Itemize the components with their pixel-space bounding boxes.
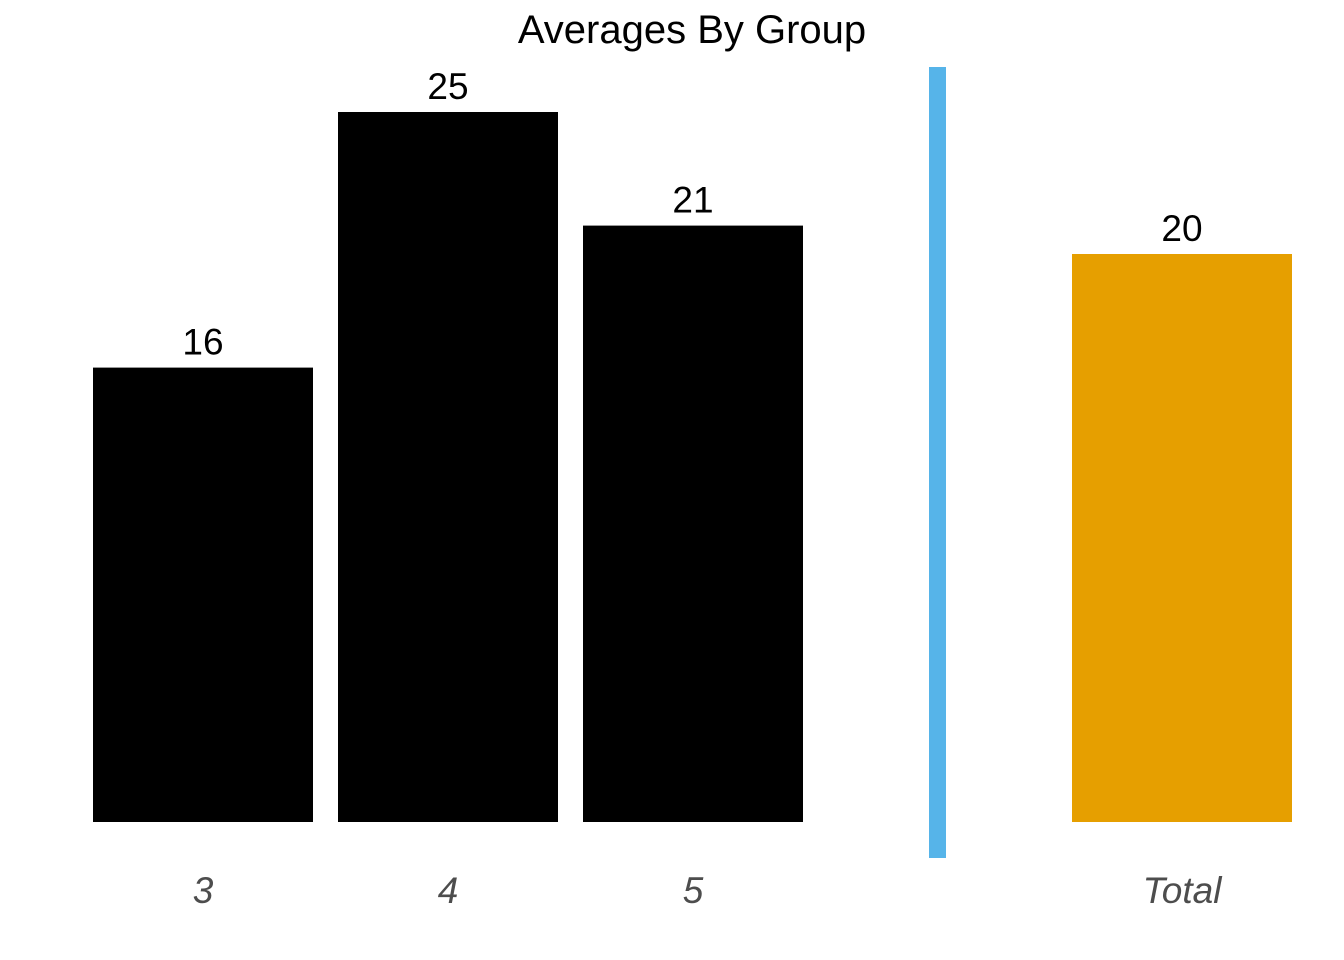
bar-4 (338, 112, 558, 822)
data-label-3: 16 (182, 322, 223, 363)
x-tick-label-5: 5 (683, 870, 704, 911)
x-tick-label-total: Total (1143, 870, 1224, 911)
chart-title: Averages By Group (517, 8, 867, 52)
data-label-total: 20 (1161, 208, 1202, 249)
data-label-5: 21 (672, 180, 713, 221)
bar-5 (583, 225, 803, 823)
bar-3 (93, 367, 313, 822)
x-tick-label-3: 3 (193, 870, 214, 911)
data-label-4: 25 (427, 66, 468, 107)
group-total-separator (929, 67, 946, 858)
x-tick-label-4: 4 (438, 870, 459, 911)
bar-total (1072, 254, 1292, 822)
